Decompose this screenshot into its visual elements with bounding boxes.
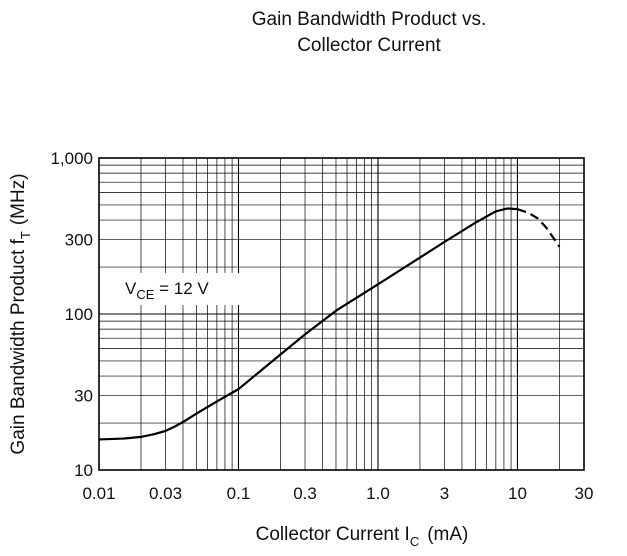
annotation-box	[121, 273, 242, 305]
x-tick-label: 0.1	[227, 484, 251, 503]
y-tick-label: 300	[65, 231, 93, 250]
x-tick-label: 1.0	[366, 484, 390, 503]
grid	[99, 158, 584, 470]
y-tick-label: 1,000	[50, 149, 93, 168]
x-tick-label: 3	[440, 484, 449, 503]
y-tick-label: 10	[74, 461, 93, 480]
x-axis-label-sub: C	[410, 534, 419, 549]
chart-title-line-1: Gain Bandwidth Product vs.	[252, 9, 486, 30]
x-tick-label: 0.3	[293, 484, 317, 503]
annotation-sub: CE	[136, 287, 154, 302]
y-axis-label-main: Gain Bandwidth Product f	[8, 238, 29, 454]
x-tick-label: 0.03	[149, 484, 182, 503]
tick-labels: 0.01 0.03 0.1 0.3 1.0 3 10 30 10 30 100 300 1,000	[50, 149, 593, 503]
x-tick-label: 0.01	[82, 484, 115, 503]
y-axis-label: Gain Bandwidth Product fT (MHz)	[8, 173, 33, 454]
series-line	[98, 207, 518, 441]
x-axis-label-main: Collector Current I	[256, 524, 410, 545]
y-axis-label-unit: (MHz)	[8, 173, 29, 225]
x-tick-label: 10	[508, 484, 527, 503]
plot-frame	[98, 157, 585, 471]
chart-title-line-2: Collector Current	[297, 35, 441, 56]
series-group	[98, 207, 561, 441]
x-axis-label: Collector Current IC (mA)	[256, 524, 469, 549]
annotation-rest: = 12 V	[154, 279, 209, 298]
series-line-dashed	[517, 208, 561, 248]
x-axis-label-unit: (mA)	[427, 524, 468, 545]
annotation: VCE = 12 V	[125, 279, 209, 302]
y-tick-label: 100	[65, 305, 93, 324]
x-tick-label: 30	[575, 484, 594, 503]
annotation-main: V	[125, 279, 137, 298]
y-tick-label: 30	[74, 387, 93, 406]
y-axis-label-sub: T	[18, 231, 33, 239]
